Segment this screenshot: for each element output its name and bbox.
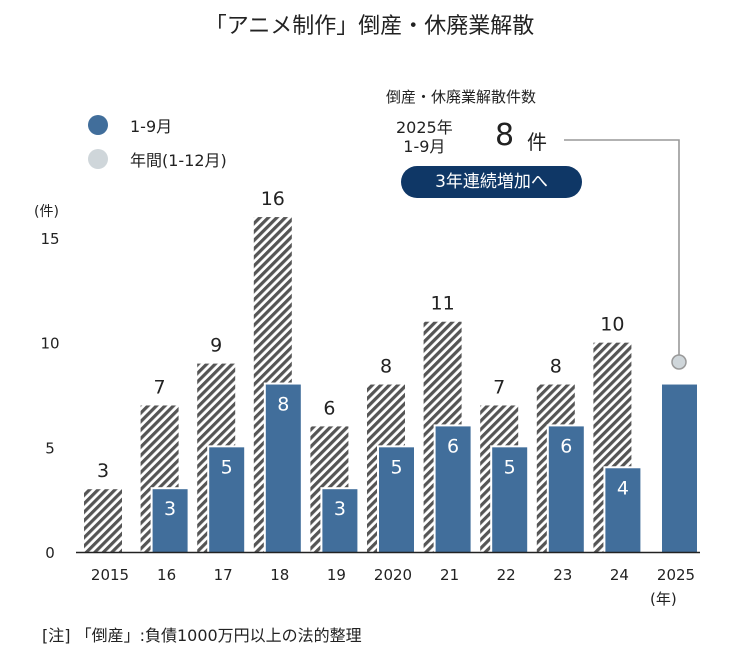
- x-tick-label: 21: [440, 566, 459, 584]
- y-axis-unit: (件): [34, 204, 59, 220]
- jan-sep-bar: [265, 384, 301, 552]
- annual-value-label: 6: [323, 397, 335, 419]
- legend-label: 年間(1-12月): [130, 151, 227, 170]
- x-tick-label: 17: [214, 566, 233, 584]
- jan-sep-bar: [548, 426, 584, 552]
- jan-sep-bar: [322, 489, 358, 552]
- legend-item-1-9: 1-9月: [88, 108, 227, 142]
- callout-value: 8: [495, 118, 515, 153]
- trend-badge: 3年連続増加へ: [401, 166, 582, 198]
- x-tick-label: 24: [610, 566, 629, 584]
- callout-unit: 件: [527, 130, 547, 154]
- jan-sep-value-label: 3: [164, 498, 176, 520]
- x-tick-label: 2020: [374, 566, 412, 584]
- callout-period-year: 2025年: [396, 118, 453, 137]
- jan-sep-value-label: 5: [390, 456, 402, 478]
- annual-value-label: 9: [210, 335, 222, 357]
- annual-value-label: 7: [154, 376, 166, 398]
- annual-value-label: 7: [493, 376, 505, 398]
- x-axis-unit: (年): [650, 590, 677, 608]
- chart-title: 「アニメ制作」倒産・休廃業解散: [204, 14, 535, 39]
- annual-value-label: 10: [600, 314, 624, 336]
- annual-value-label: 16: [261, 188, 285, 210]
- jan-sep-value-label: 5: [221, 456, 233, 478]
- callout-period-months: 1-9月: [403, 137, 446, 156]
- jan-sep-value-label: 8: [277, 394, 289, 416]
- jan-sep-value-label: 6: [447, 435, 459, 457]
- y-tick-label: 15: [40, 230, 59, 248]
- jan-sep-value-label: 6: [560, 435, 572, 457]
- callout-period: 2025年 1-9月: [396, 118, 453, 156]
- jan-sep-bar: [209, 447, 245, 552]
- jan-sep-value-label: 4: [617, 477, 629, 499]
- x-tick-label: 2025: [657, 566, 695, 584]
- jan-sep-bar: [662, 384, 697, 552]
- legend-swatch: [88, 115, 108, 135]
- x-tick-label: 19: [327, 566, 346, 584]
- jan-sep-bar: [379, 447, 414, 552]
- annual-value-label: 3: [97, 460, 109, 482]
- annual-value-label: 8: [550, 356, 562, 378]
- legend-item-annual: 年間(1-12月): [88, 142, 227, 176]
- x-tick-label: 18: [270, 566, 289, 584]
- y-tick-label: 5: [45, 439, 55, 457]
- callout-leader-line: [564, 139, 680, 355]
- annual-value-label: 8: [380, 356, 392, 378]
- y-tick-label: 10: [40, 335, 59, 353]
- jan-sep-bar: [435, 426, 471, 552]
- jan-sep-bar: [605, 468, 641, 552]
- x-tick-label: 2015: [91, 566, 129, 584]
- jan-sep-bar: [492, 447, 528, 552]
- callout-marker: [671, 354, 687, 370]
- x-tick-label: 23: [553, 566, 572, 584]
- annual-bar: [84, 489, 122, 552]
- jan-sep-value-label: 3: [334, 498, 346, 520]
- legend: 1-9月 年間(1-12月): [88, 108, 227, 176]
- x-tick-label: 22: [497, 566, 516, 584]
- x-tick-label: 16: [157, 566, 176, 584]
- legend-swatch: [88, 149, 108, 169]
- legend-label: 1-9月: [130, 117, 173, 136]
- jan-sep-value-label: 5: [504, 456, 516, 478]
- y-tick-label: 0: [45, 544, 55, 562]
- jan-sep-bar: [152, 489, 188, 552]
- footnote: [注] 「倒産」:負債1000万円以上の法的整理: [42, 626, 362, 645]
- callout-title: 倒産・休廃業解散件数: [386, 88, 537, 106]
- annual-value-label: 11: [431, 293, 455, 315]
